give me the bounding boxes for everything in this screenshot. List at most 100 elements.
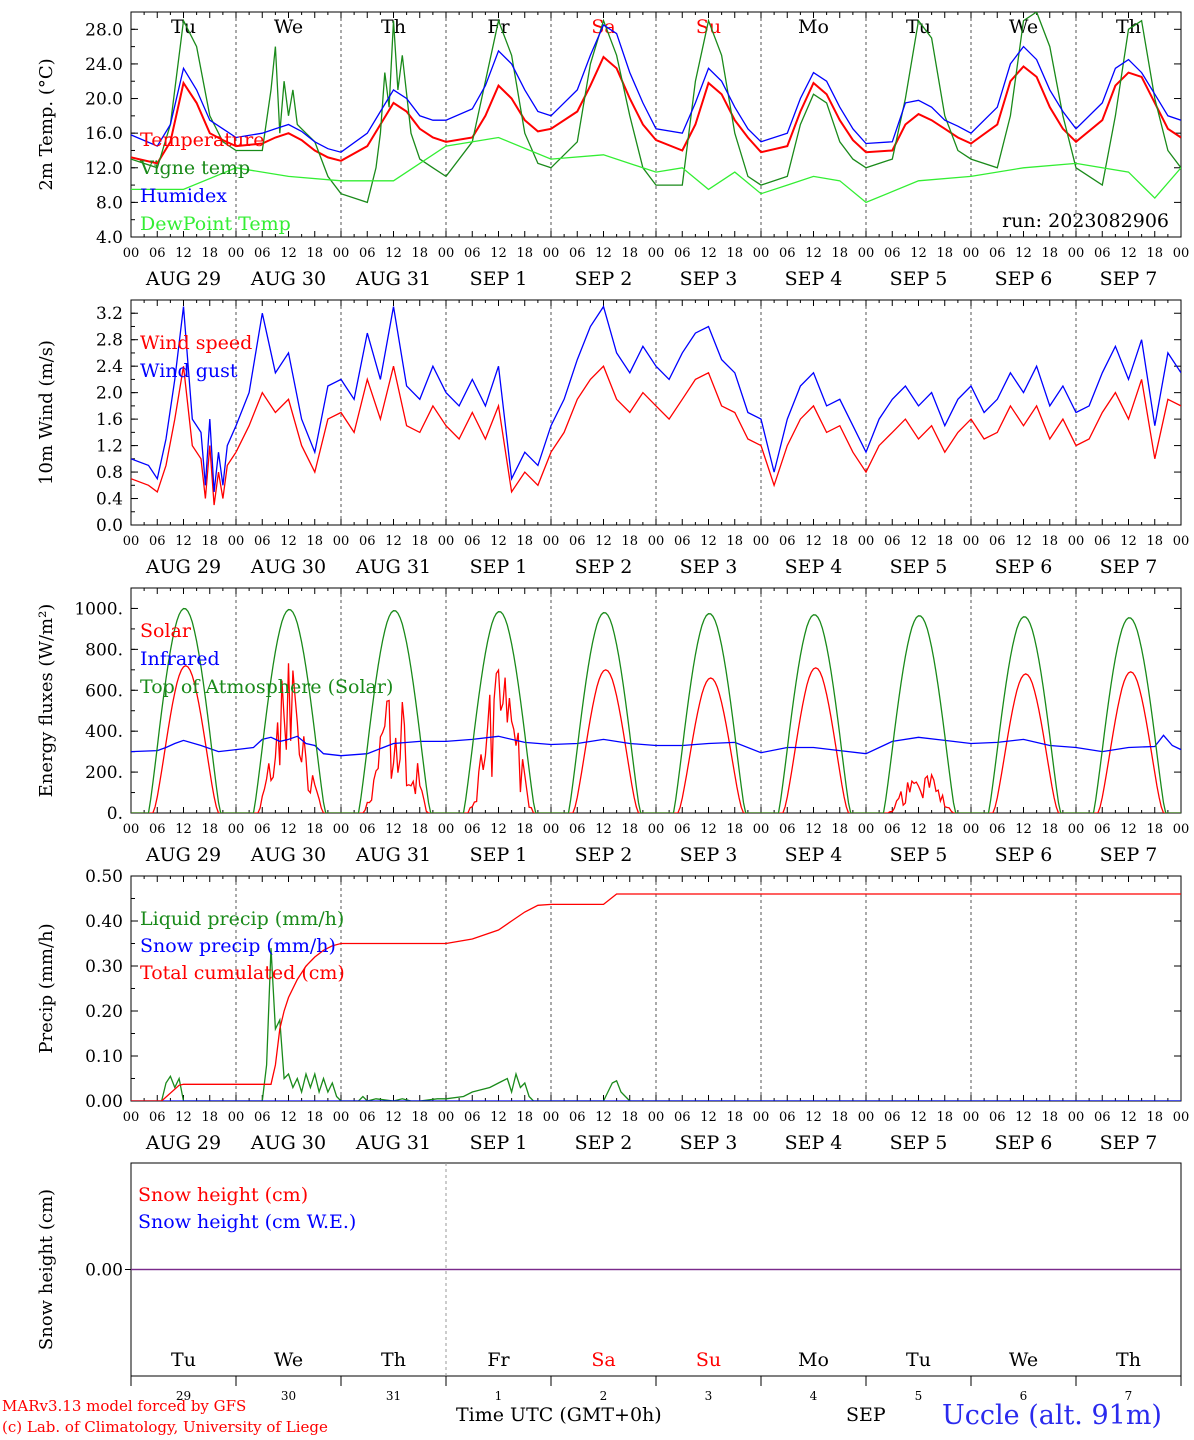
hour-tick-label: 06 xyxy=(1094,822,1111,837)
hour-tick-label: 06 xyxy=(779,246,796,261)
hour-tick-label: 12 xyxy=(490,246,507,261)
day-number-label: 7 xyxy=(1125,1389,1133,1403)
hour-tick-label: 18 xyxy=(306,1110,323,1125)
series-line-top-of-atmosphere-solar- xyxy=(131,607,1181,813)
hour-tick-label: 18 xyxy=(936,534,953,549)
weekday-label: Su xyxy=(696,1349,721,1371)
series-line-infrared xyxy=(131,734,1181,757)
hour-tick-label: 00 xyxy=(438,246,455,261)
hour-tick-label: 00 xyxy=(1068,246,1085,261)
hour-tick-label: 18 xyxy=(411,1110,428,1125)
hour-tick-label: 18 xyxy=(831,246,848,261)
hour-tick-label: 12 xyxy=(175,246,192,261)
hour-tick-label: 00 xyxy=(438,1110,455,1125)
hour-tick-label: 00 xyxy=(543,1110,560,1125)
weekday-label: Tu xyxy=(906,1349,931,1371)
hour-tick-label: 12 xyxy=(175,1110,192,1125)
hour-tick-label: 00 xyxy=(123,246,140,261)
hour-tick-label: 18 xyxy=(306,246,323,261)
y-tick-label: 800. xyxy=(85,640,123,660)
hour-tick-label: 18 xyxy=(1146,1110,1163,1125)
hour-tick-label: 06 xyxy=(674,534,691,549)
y-tick-label: 0.00 xyxy=(85,1092,123,1112)
hour-tick-label: 12 xyxy=(805,1110,822,1125)
legend-entry: Snow height (cm) xyxy=(138,1184,308,1206)
hour-tick-label: 18 xyxy=(516,1110,533,1125)
date-label: SEP 6 xyxy=(995,844,1053,866)
hour-tick-label: 00 xyxy=(753,822,770,837)
y-tick-label: 200. xyxy=(85,763,123,783)
hour-tick-label: 00 xyxy=(543,822,560,837)
hour-tick-label: 12 xyxy=(1120,822,1137,837)
hour-tick-label: 00 xyxy=(858,246,875,261)
hour-tick-label: 18 xyxy=(201,1110,218,1125)
hour-tick-label: 18 xyxy=(1041,822,1058,837)
hour-tick-label: 00 xyxy=(753,246,770,261)
date-label: AUG 30 xyxy=(250,844,326,866)
hour-tick-label: 00 xyxy=(438,822,455,837)
hour-tick-label: 12 xyxy=(490,1110,507,1125)
hour-tick-label: 00 xyxy=(123,822,140,837)
series-line-dewpoint-temp xyxy=(131,136,1181,204)
legend-entry: Humidex xyxy=(140,185,227,207)
date-label: SEP 5 xyxy=(890,556,948,578)
y-tick-label: 0.30 xyxy=(85,957,123,977)
date-label: SEP 4 xyxy=(785,268,843,290)
hour-tick-label: 06 xyxy=(884,1110,901,1125)
hour-tick-label: 18 xyxy=(411,822,428,837)
hour-tick-label: 06 xyxy=(569,822,586,837)
hour-tick-label: 00 xyxy=(228,822,245,837)
y-tick-label: 0.0 xyxy=(96,516,123,536)
hour-tick-label: 12 xyxy=(910,246,927,261)
panel-2: 0.0 0.4 0.8 1.2 1.6 2.0 2.4 2.8 3.2 10m Wind (m/s… xyxy=(36,299,1189,578)
hour-tick-label: 06 xyxy=(989,822,1006,837)
panel-5: 0.00 Snow height (cm) Tu We Th Fr Sa Su Mo Tu We Th… xyxy=(36,1162,1182,1403)
day-number-label: 30 xyxy=(281,1389,296,1403)
day-number-label: 6 xyxy=(1020,1389,1028,1403)
day-number-label: 2 xyxy=(600,1389,608,1403)
station-label: Uccle (alt. 91m) xyxy=(942,1400,1162,1431)
day-number-label: 5 xyxy=(915,1389,923,1403)
hour-tick-label: 12 xyxy=(175,534,192,549)
series-line-liquid-precip-mm-h- xyxy=(131,947,1181,1101)
series-line-vigne-temp xyxy=(131,12,1181,204)
hour-tick-label: 18 xyxy=(1146,822,1163,837)
date-label: AUG 31 xyxy=(355,268,431,290)
month-label: SEP xyxy=(846,1404,886,1426)
y-tick-label: 0.10 xyxy=(85,1047,123,1067)
date-label: SEP 4 xyxy=(785,1132,843,1154)
legend-entry: Infrared xyxy=(140,648,220,670)
weekday-label: Tu xyxy=(906,16,931,38)
hour-tick-label: 06 xyxy=(149,1110,166,1125)
hour-tick-label: 06 xyxy=(1094,1110,1111,1125)
date-label: AUG 29 xyxy=(145,556,221,578)
hour-tick-label: 18 xyxy=(201,822,218,837)
hour-tick-label: 00 xyxy=(333,1110,350,1125)
weekday-label: Th xyxy=(1116,1349,1141,1371)
y-tick-label: 0. xyxy=(107,804,123,824)
hour-tick-label: 00 xyxy=(963,1110,980,1125)
hour-tick-label: 06 xyxy=(989,246,1006,261)
legend-entry: Vigne temp xyxy=(139,157,250,179)
hour-tick-label: 12 xyxy=(700,1110,717,1125)
date-label: SEP 2 xyxy=(575,556,633,578)
weekday-label: We xyxy=(274,16,303,38)
y-tick-label: 1.6 xyxy=(96,410,123,430)
hour-tick-label: 06 xyxy=(359,1110,376,1125)
legend-entry: Total cumulated (cm) xyxy=(140,962,345,984)
hour-tick-label: 00 xyxy=(753,1110,770,1125)
hour-tick-label: 00 xyxy=(543,534,560,549)
hour-tick-label: 00 xyxy=(333,822,350,837)
weekday-label: We xyxy=(1009,16,1038,38)
hour-tick-label: 18 xyxy=(621,246,638,261)
hour-tick-label: 00 xyxy=(1173,822,1190,837)
hour-tick-label: 18 xyxy=(726,1110,743,1125)
weekday-label: Mo xyxy=(798,16,829,38)
hour-tick-label: 18 xyxy=(831,534,848,549)
hour-tick-label: 12 xyxy=(595,246,612,261)
hour-tick-label: 18 xyxy=(516,534,533,549)
date-label: AUG 30 xyxy=(250,1132,326,1154)
hour-tick-label: 18 xyxy=(1146,246,1163,261)
hour-tick-label: 12 xyxy=(1120,1110,1137,1125)
